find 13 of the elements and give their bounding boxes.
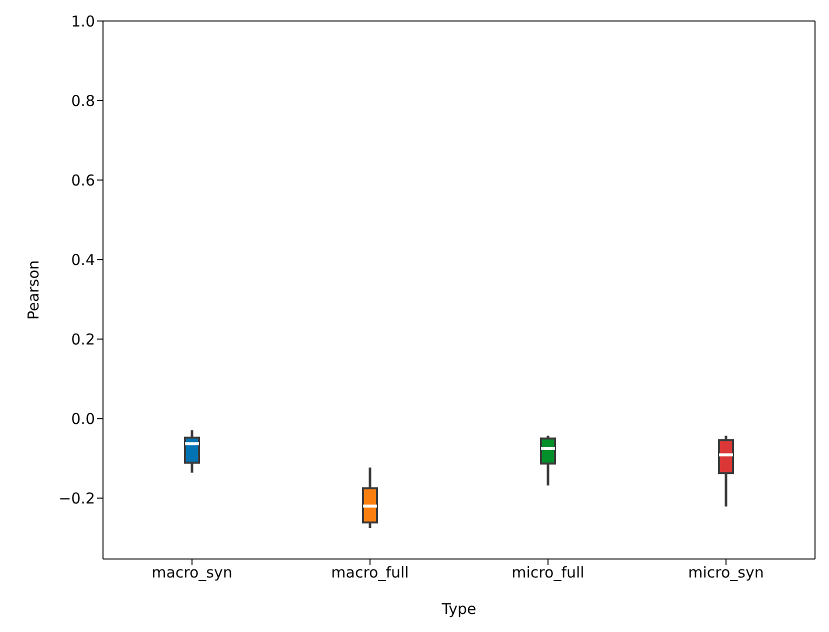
x-axis-title: Type bbox=[440, 600, 476, 618]
x-tick-label: macro_syn bbox=[152, 564, 232, 582]
y-tick-label: 1.0 bbox=[71, 12, 95, 30]
y-axis-title: Pearson bbox=[24, 260, 42, 320]
y-tick-label: 0.8 bbox=[71, 92, 95, 110]
x-tick-label: micro_syn bbox=[688, 564, 764, 582]
y-tick-label: 0.4 bbox=[71, 250, 95, 269]
y-tick-label: 0.2 bbox=[71, 330, 95, 348]
x-tick-label: macro_full bbox=[331, 564, 409, 582]
x-tick-label: micro_full bbox=[512, 564, 584, 582]
y-tick-label: 0.0 bbox=[71, 410, 95, 428]
y-tick-label: −0.2 bbox=[58, 489, 95, 508]
y-tick-label: 0.6 bbox=[71, 171, 95, 190]
